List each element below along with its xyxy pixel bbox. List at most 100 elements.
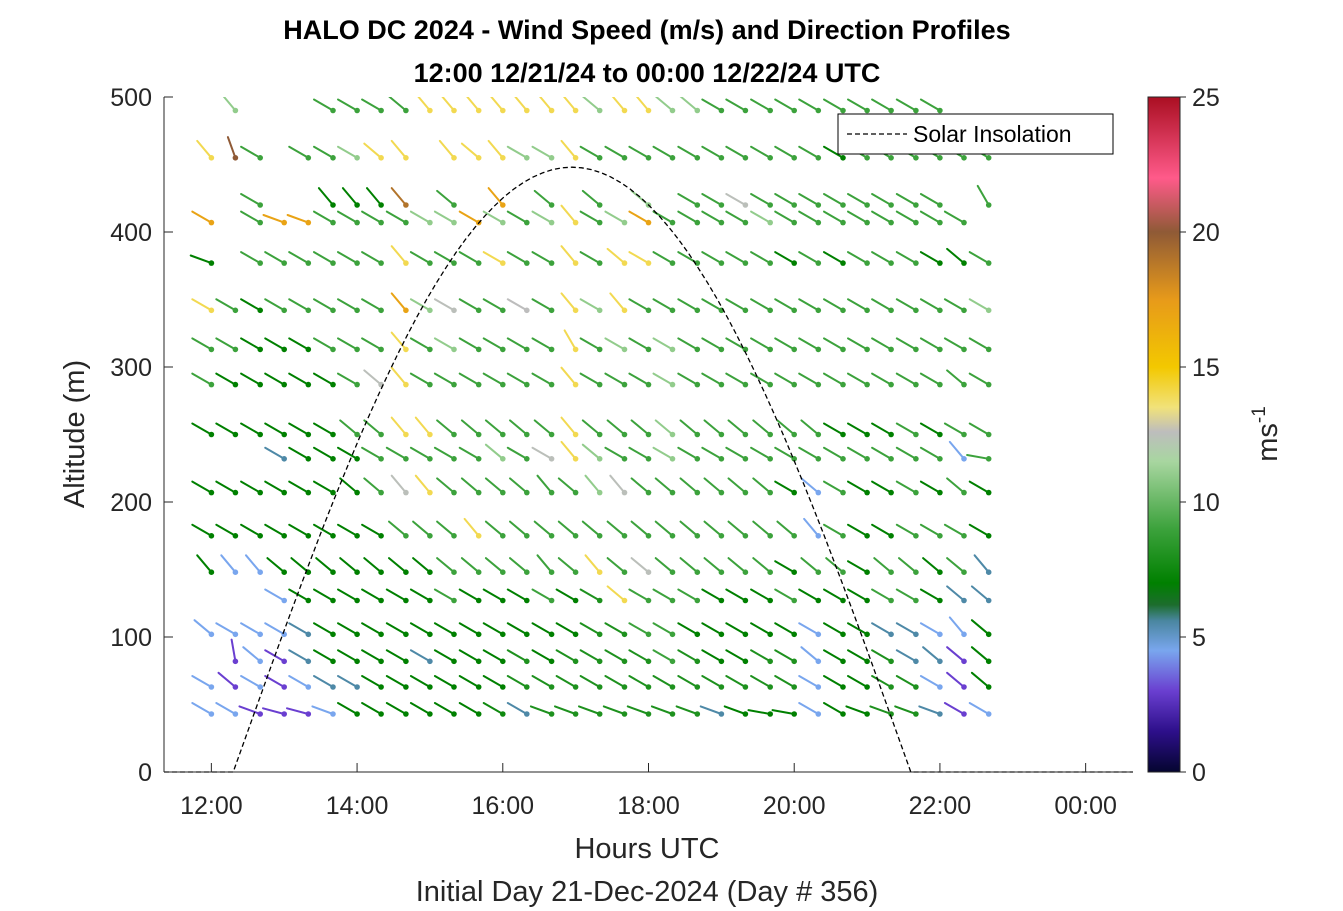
wind-vector: [968, 422, 992, 438]
wind-vector: [484, 557, 506, 575]
wind-vector: [531, 298, 555, 314]
wind-vector: [609, 292, 628, 314]
wind-vector: [919, 422, 943, 438]
wind-vector: [531, 210, 555, 226]
wind-vector: [798, 372, 822, 388]
wind-vector: [412, 557, 433, 575]
wind-vector: [823, 649, 846, 665]
wind-vector: [628, 210, 652, 226]
wind-vector: [871, 210, 894, 226]
wind-vector: [873, 557, 894, 575]
wind-vector: [727, 520, 749, 539]
wind-vector: [628, 649, 652, 665]
wind-vector: [514, 97, 530, 114]
wind-vector: [191, 675, 215, 690]
wind-vector: [560, 292, 579, 314]
wind-vector: [948, 616, 967, 638]
wind-vector: [725, 588, 749, 604]
wind-vector: [823, 372, 846, 388]
wind-vector: [800, 646, 822, 665]
wind-vector: [774, 446, 797, 462]
wind-vector: [847, 210, 870, 226]
wind-vector: [725, 649, 749, 665]
wind-vector: [409, 446, 433, 462]
wind-vector: [245, 554, 264, 575]
wind-vector: [654, 419, 676, 438]
wind-vector: [313, 251, 336, 266]
wind-vector: [943, 422, 967, 438]
wind-vector: [701, 98, 725, 114]
wind-vector: [560, 440, 579, 462]
wind-vector: [774, 251, 797, 266]
legend-entry-solar-insolation: Solar Insolation: [913, 121, 1072, 147]
wind-vector: [774, 588, 797, 604]
wind-vector: [240, 480, 264, 496]
wind-vector: [727, 419, 749, 438]
wind-vector: [579, 372, 603, 388]
wind-vector: [825, 557, 846, 575]
wind-vector: [776, 520, 797, 539]
y-tick-label: 500: [110, 84, 152, 112]
wind-vector: [288, 372, 312, 388]
wind-vector: [409, 298, 433, 314]
wind-vector: [240, 675, 264, 690]
wind-vector: [725, 145, 749, 161]
wind-vector: [414, 416, 433, 438]
wind-vector: [557, 557, 579, 575]
wind-vectors: [189, 97, 992, 717]
wind-vector: [703, 557, 725, 575]
wind-vector: [536, 474, 555, 496]
wind-vector: [919, 372, 943, 388]
colorbar-label: ms-1: [1249, 406, 1284, 462]
wind-vector: [579, 210, 603, 226]
wind-vector: [288, 422, 312, 438]
wind-vector: [970, 619, 992, 638]
wind-vector: [895, 372, 919, 388]
wind-vector: [191, 422, 215, 438]
wind-vector: [774, 560, 797, 575]
wind-vector: [847, 588, 870, 604]
wind-vector: [433, 446, 457, 462]
wind-vector: [628, 622, 652, 638]
wind-vector: [533, 419, 555, 438]
wind-vector: [871, 523, 894, 539]
wind-vector: [313, 523, 336, 539]
wind-vector: [240, 193, 264, 208]
wind-vector: [918, 705, 943, 717]
wind-vector: [337, 337, 360, 353]
wind-vector: [677, 622, 701, 638]
wind-vector: [976, 184, 992, 208]
colorbar-tick-label: 20: [1192, 219, 1220, 247]
wind-vector: [750, 251, 773, 266]
wind-vector: [823, 523, 846, 539]
wind-vector: [240, 145, 264, 161]
wind-vector: [215, 622, 239, 638]
wind-vector: [699, 705, 725, 717]
wind-vector: [579, 251, 603, 266]
wind-vector: [703, 419, 725, 438]
x-tick-label: 12:00: [180, 792, 243, 820]
wind-vector: [895, 337, 919, 353]
wind-vector: [847, 622, 870, 638]
wind-vector: [458, 702, 482, 717]
colorbar-gradient: [1147, 96, 1181, 773]
wind-vector: [191, 523, 215, 539]
wind-vector: [750, 210, 773, 226]
y-axis-ticks: 0 100 200 300 400 500: [110, 84, 173, 787]
wind-vector: [313, 446, 336, 462]
wind-vector: [361, 251, 384, 266]
wind-vector: [652, 251, 676, 266]
wind-vector: [533, 520, 555, 539]
wind-vector: [509, 520, 530, 539]
wind-vector: [677, 210, 701, 226]
wind-vector: [288, 145, 312, 161]
wind-vector: [798, 210, 822, 226]
wind-vector: [800, 419, 822, 438]
wind-vector: [433, 372, 457, 388]
wind-vector: [363, 142, 384, 161]
wind-vector: [313, 649, 336, 665]
wind-vector: [288, 446, 312, 462]
wind-vector: [482, 210, 506, 226]
x-tick-label: 00:00: [1054, 792, 1117, 820]
